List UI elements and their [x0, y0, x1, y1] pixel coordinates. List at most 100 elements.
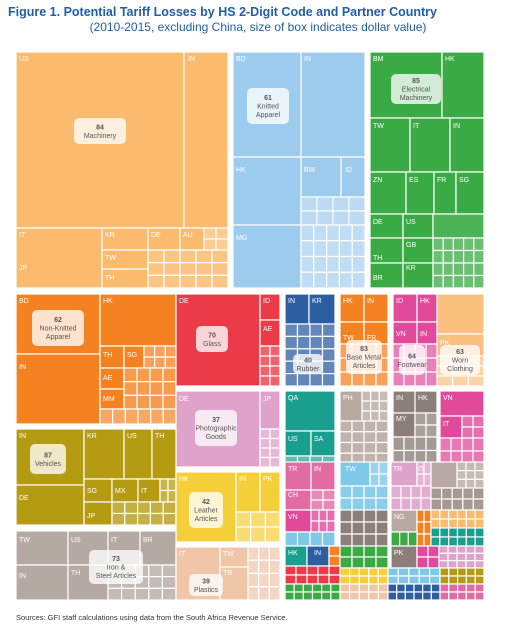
partner-label: US [127, 433, 137, 440]
treemap-subcell [439, 583, 450, 593]
treemap-subcell [436, 375, 454, 387]
treemap-subcell [339, 497, 353, 511]
treemap-subcell [162, 501, 177, 515]
treemap-subcell [375, 441, 389, 454]
category-name: Vehicles [35, 461, 62, 468]
treemap-subcell [268, 559, 281, 575]
treemap-subcell [259, 375, 271, 387]
treemap-subcell [162, 381, 177, 396]
partner-label: IN [367, 298, 374, 305]
treemap-subcell [429, 575, 441, 585]
treemap-subcell [465, 536, 476, 547]
treemap-subcell [418, 575, 431, 585]
treemap-subcell [375, 521, 389, 535]
treemap-subcell [309, 323, 324, 337]
treemap-subcell [306, 565, 319, 576]
partner-label: AU [183, 232, 193, 239]
treemap-subcell [149, 381, 164, 396]
treemap-subcell [351, 441, 365, 454]
treemap-subcell [456, 461, 467, 472]
treemap-subcell [259, 345, 271, 357]
treemap-subcell [456, 545, 467, 554]
treemap-subcell [456, 509, 467, 520]
category-name: Photographic [195, 426, 237, 433]
category-code: 42 [202, 499, 210, 506]
small-partner-label: HK [288, 550, 298, 557]
treemap-subcell [474, 478, 485, 489]
treemap-subcell [461, 415, 474, 428]
treemap-subcell [363, 509, 377, 523]
treemap-subcell [430, 487, 443, 500]
treemap-subcell [439, 509, 450, 520]
partner-label: IN [19, 433, 26, 440]
category-name: Articles [353, 363, 376, 370]
callout-box [196, 326, 228, 352]
category-name: Clothing [447, 366, 473, 373]
treemap-subcell [348, 196, 366, 212]
treemap-subcell [313, 255, 328, 273]
treemap-subcell [430, 509, 441, 520]
treemap-subcell [351, 224, 366, 242]
treemap-subcell [328, 565, 341, 576]
treemap-subcell [465, 470, 476, 480]
partner-label: TH [373, 255, 382, 262]
treemap-subcell [438, 545, 449, 554]
partner-label: BR [373, 275, 383, 282]
treemap-subcell [179, 249, 197, 264]
treemap-subcell [310, 489, 324, 501]
treemap-subcell [472, 487, 485, 500]
source-note: Sources: GFI staff calculations using da… [16, 613, 288, 622]
partner-label: KR [406, 265, 416, 272]
treemap-subcell [136, 381, 151, 396]
treemap-subcell [124, 501, 139, 515]
treemap-subcell [462, 487, 474, 500]
treemap-cell [308, 293, 336, 325]
treemap-subcell [284, 574, 297, 585]
category-callout-39: 39 Plastics [189, 574, 223, 596]
treemap-subcell [321, 373, 336, 387]
treemap-subcell [339, 431, 353, 444]
treemap-subcell [351, 497, 365, 511]
treemap-subcell [195, 262, 213, 276]
category-name: Apparel [46, 334, 71, 341]
treemap-cell [432, 213, 485, 239]
treemap-subcell [269, 355, 281, 367]
small-partner-label: IN [314, 466, 321, 473]
treemap-cell [402, 213, 434, 239]
treemap-subcell [432, 274, 444, 289]
treemap-subcell [339, 533, 353, 547]
category-name: Electrical [402, 87, 431, 94]
treemap-subcell [397, 575, 410, 585]
partner-label: BD [19, 298, 29, 305]
treemap-subcell [452, 375, 469, 387]
treemap-subcell [161, 564, 177, 578]
callout-box [346, 340, 382, 374]
category-code: 84 [96, 124, 104, 131]
treemap-subcell [457, 591, 468, 601]
partner-label: JP [19, 265, 28, 272]
treemap-subcell [375, 533, 389, 547]
treemap-subcell [339, 441, 353, 454]
treemap-cell [430, 461, 458, 489]
treemap-subcell [439, 527, 450, 538]
treemap-subcell [148, 576, 164, 589]
treemap-subcell [269, 345, 281, 357]
treemap-subcell [399, 531, 409, 547]
partner-label: US [406, 219, 416, 226]
partner-label: MM [103, 396, 115, 403]
treemap-subcell [474, 461, 485, 472]
treemap-subcell [268, 586, 281, 601]
treemap-subcell [328, 574, 341, 585]
treemap-subcell [259, 355, 271, 367]
treemap-subcell [309, 373, 324, 387]
treemap-subcell [349, 575, 360, 585]
treemap-subcell [474, 470, 485, 480]
treemap-subcell [164, 356, 177, 369]
treemap-subcell [363, 497, 377, 511]
treemap-subcell [338, 271, 353, 289]
treemap-subcell [313, 271, 328, 289]
callout-box [293, 354, 323, 374]
treemap-subcell [349, 591, 360, 601]
partner-label: SG [127, 352, 137, 359]
treemap-subcell [465, 545, 476, 554]
